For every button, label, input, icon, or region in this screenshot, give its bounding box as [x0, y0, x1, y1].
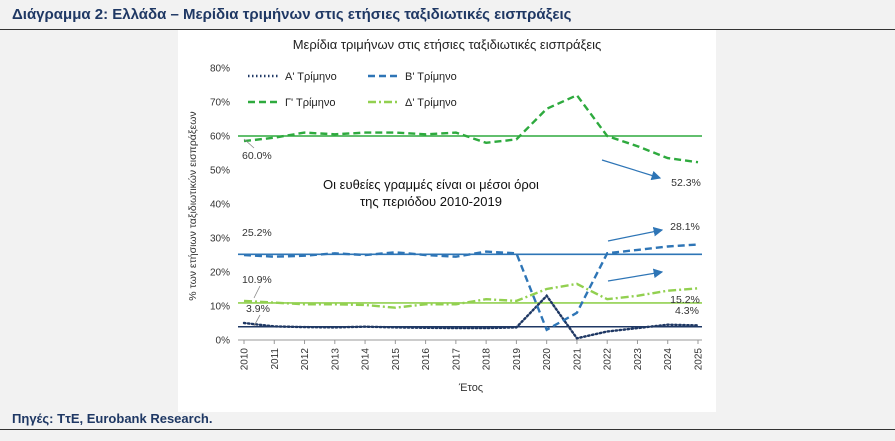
- x-axis-label: Έτος: [458, 382, 483, 394]
- y-tick-label: 10%: [210, 302, 230, 313]
- start-value-label: 60.0%: [242, 150, 272, 162]
- chart-container: Μερίδια τριμήνων στις ετήσιες ταξιδιωτικ…: [178, 30, 716, 412]
- y-tick-label: 0%: [216, 336, 231, 347]
- series-line: [243, 93, 699, 164]
- x-tick-label: 2011: [270, 348, 281, 370]
- x-tick-label: 2025: [694, 348, 705, 371]
- y-tick-label: 70%: [210, 98, 230, 109]
- x-tick-label: 2017: [451, 348, 462, 371]
- x-tick-label: 2022: [603, 348, 614, 371]
- x-tick-label: 2016: [421, 348, 432, 371]
- trend-arrow: [607, 226, 664, 242]
- y-tick-label: 30%: [210, 234, 230, 245]
- x-tick-label: 2020: [542, 348, 553, 371]
- trend-arrow: [607, 268, 664, 282]
- end-value-label: 52.3%: [671, 177, 701, 189]
- leader-line: [253, 285, 261, 299]
- figure-title: Διάγραμμα 2: Ελλάδα – Μερίδια τριμήνων σ…: [12, 6, 572, 23]
- x-tick-label: 2021: [572, 348, 583, 371]
- x-tick-label: 2019: [512, 348, 523, 371]
- chart-svg: Μερίδια τριμήνων στις ετήσιες ταξιδιωτικ…: [187, 37, 705, 394]
- start-value-label: 25.2%: [242, 227, 272, 239]
- leader-line: [243, 138, 255, 149]
- top-rule: [0, 29, 895, 30]
- y-axis-label: % των ετήσιων ταξιδιωτικών εισπράξεων: [187, 111, 199, 300]
- legend-label: Δ' Τρίμηνο: [405, 97, 457, 109]
- mean-lines: [238, 135, 702, 328]
- leader-line: [253, 314, 261, 327]
- chart-title: Μερίδια τριμήνων στις ετήσιες ταξιδιωτικ…: [293, 37, 602, 52]
- x-tick-label: 2024: [663, 348, 674, 371]
- y-tick-labels: 0% 10% 20% 30% 40% 50% 60% 70% 80%: [210, 64, 230, 347]
- start-value-label: 3.9%: [246, 303, 270, 315]
- bottom-rule: [0, 429, 895, 430]
- x-tick-label: 2014: [361, 348, 372, 371]
- mean-note-line-2: της περιόδου 2010-2019: [360, 194, 502, 209]
- legend: Α' Τρίμηνο Β' Τρίμηνο Γ' Τρίμηνο Δ' Τρίμηνο: [248, 71, 457, 109]
- y-tick-label: 80%: [210, 64, 230, 75]
- mean-note-line-1: Οι ευθείες γραμμές είναι οι μέσοι όροι: [323, 177, 539, 192]
- series-line: [243, 243, 699, 332]
- y-tick-label: 60%: [210, 132, 230, 143]
- x-tick-labels: 2010 2011 2012 2013 2014 2015 2016 2017 2018 2019…: [240, 348, 705, 371]
- legend-label: Β' Τρίμηνο: [405, 71, 457, 83]
- end-value-label: 28.1%: [670, 221, 700, 233]
- series-line: [242, 293, 700, 340]
- x-tick-label: 2018: [482, 348, 493, 371]
- start-value-label: 10.9%: [242, 274, 272, 286]
- mean-note: Οι ευθείες γραμμές είναι οι μέσοι όροι τ…: [323, 177, 539, 209]
- x-tick-label: 2023: [633, 348, 644, 371]
- value-annotations: 60.0% 25.2% 10.9% 3.9% 52.3% 28.1% 15.2%4.3%: [242, 138, 701, 327]
- end-value-label: 4.3%: [675, 305, 699, 317]
- x-tick-label: 2013: [330, 348, 341, 371]
- axes: [238, 339, 702, 344]
- y-tick-label: 50%: [210, 166, 230, 177]
- end-value-label: 15.2%: [670, 294, 700, 306]
- legend-label: Γ' Τρίμηνο: [285, 97, 336, 109]
- x-tick-label: 2012: [300, 348, 311, 371]
- source-note: Πηγές: ΤτΕ, Eurobank Research.: [12, 411, 213, 426]
- y-tick-label: 20%: [210, 268, 230, 279]
- y-tick-label: 40%: [210, 200, 230, 211]
- series-line: [243, 282, 699, 309]
- legend-label: Α' Τρίμηνο: [285, 71, 337, 83]
- x-tick-label: 2010: [240, 348, 251, 371]
- x-tick-label: 2015: [391, 348, 402, 371]
- trend-arrow: [601, 159, 662, 181]
- series-lines: [242, 93, 700, 340]
